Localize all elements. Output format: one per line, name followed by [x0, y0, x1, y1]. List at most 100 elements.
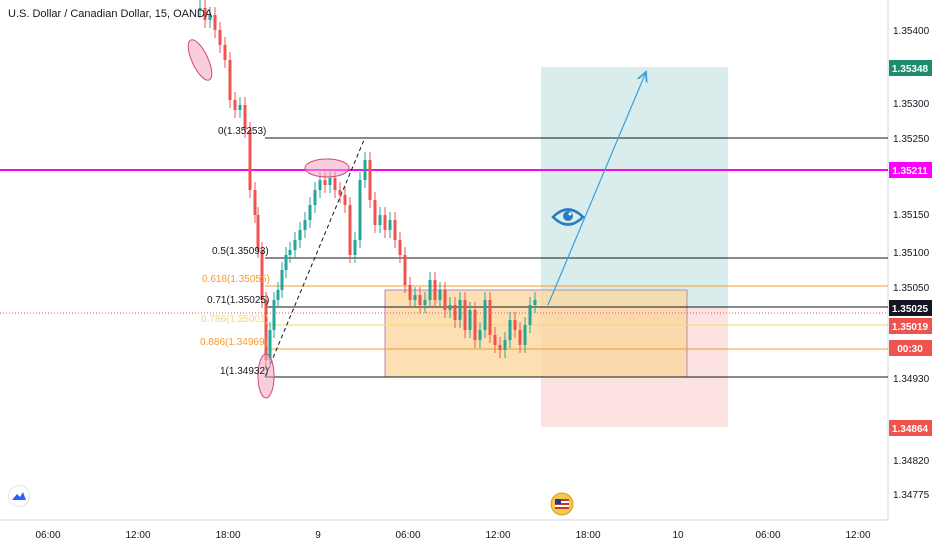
- candle-body: [243, 105, 247, 130]
- price-badge-label: 1.35025: [892, 304, 929, 315]
- highlight-ellipse[interactable]: [304, 158, 350, 178]
- fib-trend-line[interactable]: [264, 139, 365, 378]
- chart-title: U.S. Dollar / Canadian Dollar, 15, OANDA: [8, 8, 213, 20]
- price-tick-label: 1.34820: [893, 456, 930, 467]
- price-tick-label: 1.35400: [893, 26, 930, 37]
- price-badge: [889, 162, 932, 178]
- candle-body: [478, 330, 482, 340]
- fib-level-label: 0.886(1.34969): [200, 337, 268, 348]
- candle-body: [408, 285, 412, 300]
- candle-body: [368, 160, 372, 200]
- candle-body: [218, 30, 222, 45]
- price-badge: [889, 60, 932, 76]
- price-badge: [889, 318, 932, 334]
- price-badge-label: 1.35211: [892, 166, 928, 177]
- candle-body: [313, 190, 317, 205]
- candle-body: [528, 305, 532, 325]
- tradingview-logo-icon[interactable]: [8, 485, 30, 507]
- candle-body: [203, 8, 207, 20]
- candle-body: [398, 240, 402, 255]
- candle-body: [448, 305, 452, 310]
- highlight-ellipse[interactable]: [257, 353, 275, 399]
- candle-body: [393, 220, 397, 240]
- candle-body: [213, 15, 217, 30]
- candle-body: [323, 180, 327, 185]
- price-tick-label: 1.35100: [893, 248, 930, 259]
- candle-body: [523, 325, 527, 345]
- price-badge-label: 1.35348: [892, 64, 929, 75]
- candle-body: [308, 205, 312, 220]
- candle-body: [513, 320, 517, 330]
- candle-body: [443, 290, 447, 310]
- candle-body: [260, 250, 264, 300]
- target-zone[interactable]: [541, 67, 728, 307]
- projection-arrow[interactable]: [547, 72, 646, 306]
- candlestick-series: [198, 0, 537, 368]
- candle-body: [298, 230, 302, 240]
- candle-body: [533, 300, 537, 305]
- price-badge: [889, 300, 932, 316]
- candle-body: [463, 300, 467, 330]
- time-tick-label: 18:00: [215, 530, 240, 541]
- time-tick-label: 06:00: [35, 530, 60, 541]
- candle-body: [458, 300, 462, 320]
- candle-body: [276, 290, 280, 300]
- candle-body: [288, 250, 292, 255]
- us-event-flag-icon[interactable]: [550, 492, 574, 516]
- candle-body: [248, 130, 252, 190]
- fib-level-label: 1(1.34932): [220, 366, 268, 377]
- candle-body: [468, 310, 472, 330]
- time-tick-label: 12:00: [485, 530, 510, 541]
- candle-body: [303, 220, 307, 230]
- candle-body: [223, 45, 227, 60]
- candle-body: [238, 105, 242, 110]
- candle-body: [358, 180, 362, 240]
- candle-body: [378, 215, 382, 225]
- time-tick-label: 18:00: [575, 530, 600, 541]
- candle-body: [413, 295, 417, 300]
- candle-body: [208, 15, 212, 20]
- price-badge: [889, 420, 932, 436]
- candle-body: [418, 295, 422, 305]
- fib-level-label: 0.71(1.35025): [207, 295, 269, 306]
- price-tick-label: 1.34775: [893, 490, 930, 501]
- price-tick-label: 1.35150: [893, 210, 930, 221]
- price-tick-label: 1.34930: [893, 374, 930, 385]
- candle-body: [333, 178, 337, 190]
- candle-body: [363, 160, 367, 180]
- fib-level-label: 0.5(1.35093): [212, 246, 269, 257]
- candle-body: [264, 300, 268, 360]
- candle-body: [256, 215, 260, 250]
- candle-body: [508, 320, 512, 340]
- candle-body: [373, 200, 377, 225]
- candle-body: [483, 300, 487, 330]
- candle-body: [318, 180, 322, 190]
- candle-body: [280, 270, 284, 290]
- candle-body: [272, 300, 276, 330]
- price-tick-label: 1.35050: [893, 283, 930, 294]
- highlight-ellipse[interactable]: [183, 37, 216, 84]
- fib-level-label: 0(1.35253): [218, 126, 266, 137]
- candle-body: [438, 290, 442, 300]
- time-tick-label: 12:00: [125, 530, 150, 541]
- price-badge: [889, 340, 932, 356]
- time-tick-label: 06:00: [395, 530, 420, 541]
- eye-icon: [551, 208, 585, 226]
- candle-body: [338, 190, 342, 195]
- candle-body: [348, 205, 352, 255]
- fib-level-label: 0.618(1.35055): [202, 274, 270, 285]
- candle-body: [488, 300, 492, 335]
- candle-body: [403, 255, 407, 285]
- candle-body: [388, 220, 392, 230]
- candle-body: [423, 300, 427, 305]
- candle-body: [343, 195, 347, 205]
- candle-body: [493, 335, 497, 345]
- time-tick-label: 9: [315, 530, 321, 541]
- price-badge-label: 1.34864: [892, 424, 929, 435]
- fib-level-label: 0.786(1.35001): [201, 314, 269, 325]
- candle-body: [453, 305, 457, 320]
- candle-body: [383, 215, 387, 230]
- candle-body: [428, 280, 432, 300]
- candle-body: [253, 190, 257, 215]
